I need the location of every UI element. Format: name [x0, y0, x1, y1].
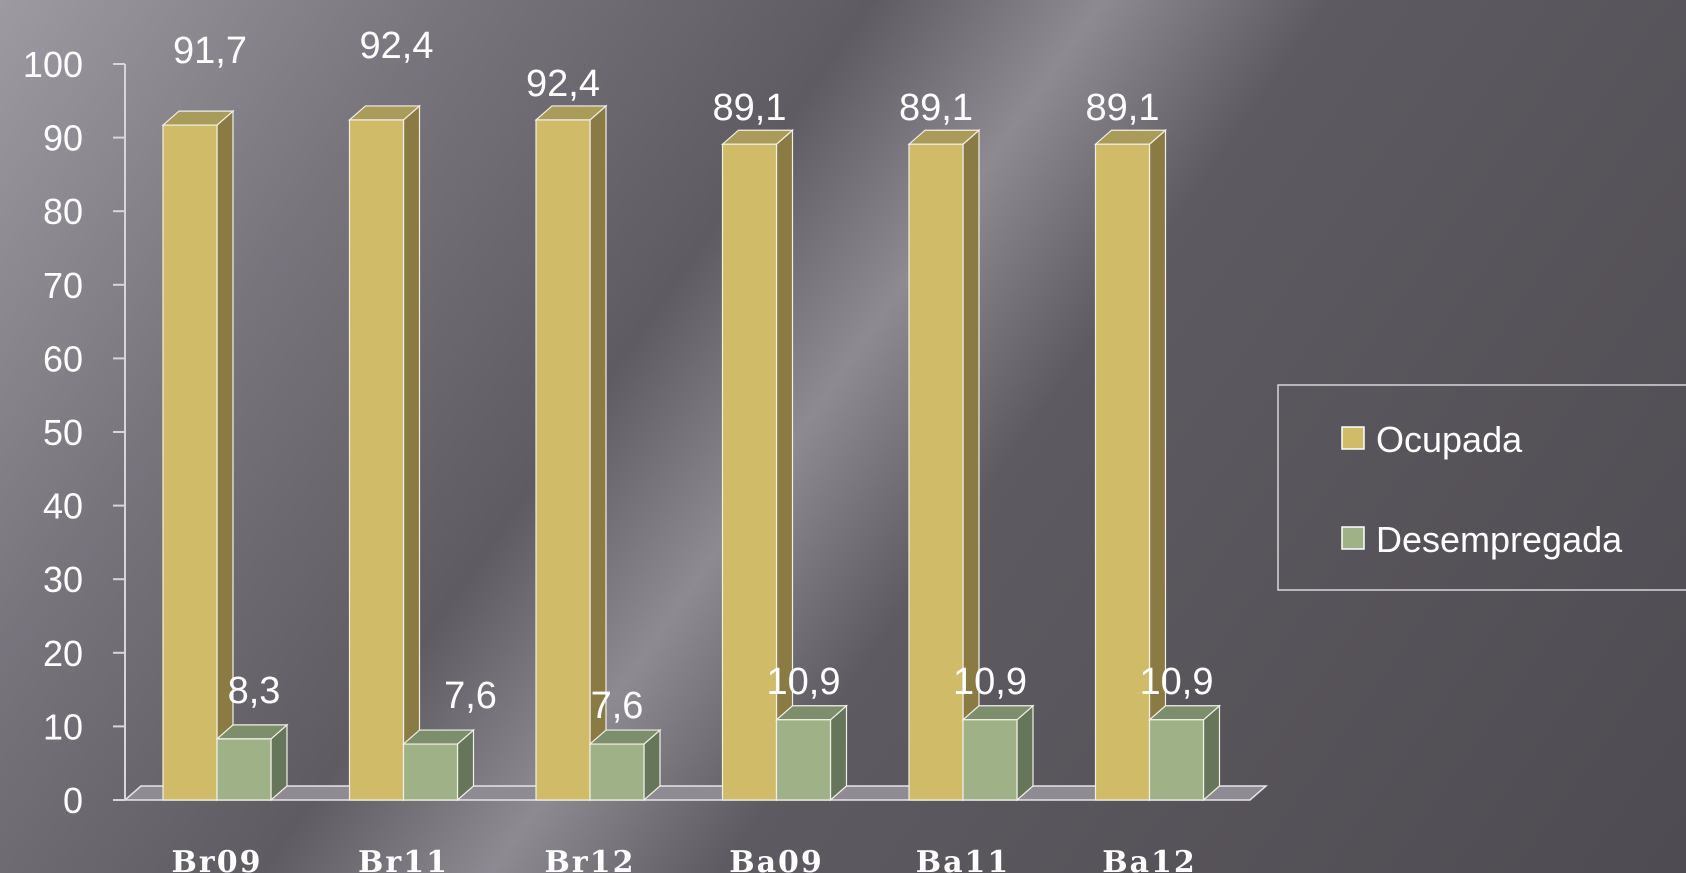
y-tick-label: 20: [43, 633, 83, 674]
floor-plane: [123, 785, 1268, 801]
bar-front: [535, 119, 591, 801]
bar-ocupada-br12: [534, 104, 608, 802]
bar-ocupada-br09: [161, 109, 235, 802]
bars: [161, 104, 1222, 802]
data-label-ocupada-br12: 92,4: [526, 63, 600, 105]
bar-side: [1016, 704, 1034, 802]
data-label-ocupada-ba12: 89,1: [1086, 87, 1160, 129]
y-axis: 0 10 20 30 40 50 60 70 80 90 100: [23, 44, 126, 821]
legend: Ocupada Desempregada: [1277, 384, 1686, 591]
bar-front: [1094, 143, 1151, 801]
data-label-ocupada-br09: 91,7: [173, 30, 247, 72]
x-category-label-br09: Br09: [172, 845, 263, 873]
data-label-desempregada-ba12: 10,9: [1140, 661, 1214, 703]
bar-front: [1148, 719, 1205, 801]
y-tick-label: 90: [43, 118, 83, 159]
data-label-desempregada-br09: 8,3: [228, 670, 281, 712]
chart-floor: [123, 785, 1268, 801]
data-label-desempregada-br11: 7,6: [444, 675, 497, 717]
bar-desempregada-ba09: [774, 704, 849, 802]
bar-front: [402, 743, 459, 801]
bar-front: [775, 719, 832, 801]
bar-front: [589, 743, 645, 801]
bar-front: [962, 719, 1018, 801]
x-category-label-ba11: Ba11: [916, 845, 1011, 873]
legend-swatch-ocupada: [1341, 426, 1365, 450]
x-category-label-ba09: Ba09: [729, 845, 824, 873]
data-label-ocupada-ba11: 89,1: [899, 87, 973, 129]
y-tick-label: 70: [43, 265, 83, 306]
bar-front: [348, 119, 405, 801]
y-tick-label: 0: [63, 780, 83, 821]
x-axis-categories: Br09 Br11 Br12 Ba09 Ba11 Ba12: [172, 845, 1197, 873]
bar-desempregada-ba12: [1147, 704, 1222, 802]
bar-desempregada-ba11: [961, 704, 1035, 802]
bar-desempregada-br11: [401, 728, 476, 802]
bar-ocupada-br11: [347, 104, 422, 802]
legend-box: [1277, 384, 1686, 591]
x-category-label-br12: Br12: [545, 845, 636, 873]
legend-swatch-desempregada: [1341, 526, 1365, 550]
data-label-desempregada-ba11: 10,9: [953, 661, 1027, 703]
y-tick-label: 10: [43, 706, 83, 747]
bar-front: [721, 143, 778, 801]
bar-ocupada-ba11: [907, 128, 981, 802]
bar-side: [829, 704, 848, 802]
bar-front: [908, 143, 964, 801]
y-tick-label: 80: [43, 191, 83, 232]
y-tick-label: 30: [43, 559, 83, 600]
y-tick-label: 50: [43, 412, 83, 453]
bar-side: [1202, 704, 1221, 802]
bar-front: [162, 124, 218, 801]
bar-desempregada-br12: [588, 728, 662, 802]
bar-desempregada-br09: [215, 723, 289, 802]
y-tick-label: 100: [23, 44, 83, 85]
legend-label-desempregada: Desempregada: [1376, 519, 1623, 560]
bar-ocupada-ba12: [1093, 128, 1168, 802]
bar-front: [216, 738, 272, 801]
bar-ocupada-ba09: [720, 128, 795, 802]
x-category-label-ba12: Ba12: [1102, 845, 1197, 873]
y-tick-label: 60: [43, 338, 83, 379]
x-category-label-br11: Br11: [358, 845, 449, 873]
data-label-ocupada-br11: 92,4: [360, 25, 434, 67]
data-label-desempregada-ba09: 10,9: [767, 661, 841, 703]
y-tick-label: 40: [43, 486, 83, 527]
bar-side: [402, 104, 421, 802]
data-label-desempregada-br12: 7,6: [591, 685, 644, 727]
legend-label-ocupada: Ocupada: [1376, 419, 1523, 460]
data-label-ocupada-ba09: 89,1: [713, 87, 787, 129]
data-labels: 91,7 8,3 92,4 7,6 92,4 7,6 89,1 10,9 89,1 10,9 89,…: [173, 25, 1213, 727]
